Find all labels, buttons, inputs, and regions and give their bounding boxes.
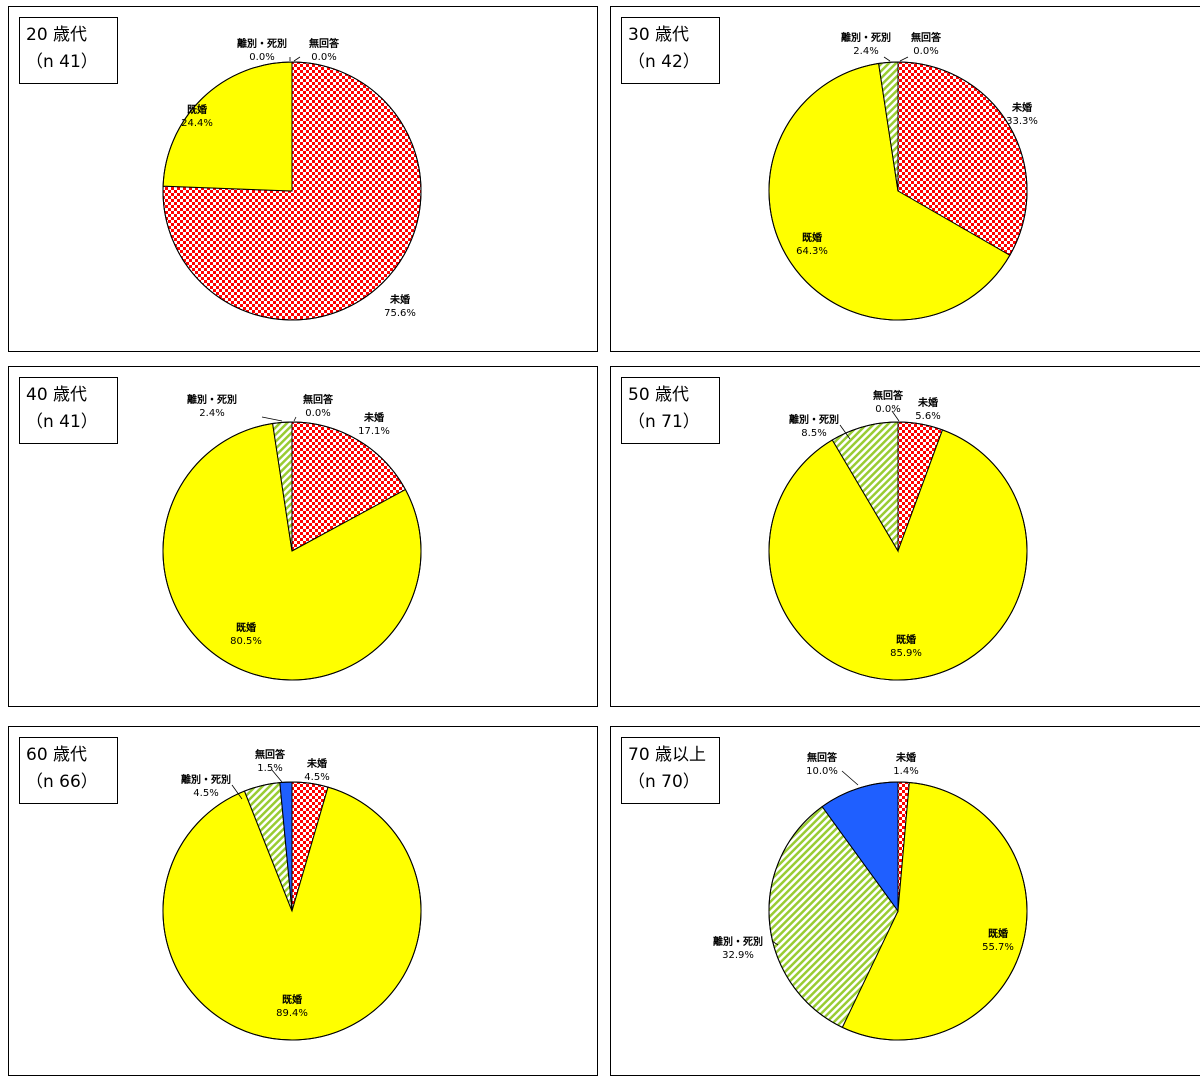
pie-outline <box>162 61 422 321</box>
leader-line <box>231 784 243 800</box>
leader-line <box>891 410 900 422</box>
pie-panel: 未婚 4.5% 既婚 89.4% 離別・死別 4.5% 無回答 1.5% 60 歳代 （n 66） <box>8 726 598 1076</box>
slice-category-label: 無回答 <box>911 31 942 44</box>
pie-chart: 未婚 1.4% 既婚 55.7% 離別・死別 32.9% 無回答 10.0% <box>713 751 1028 1041</box>
slice-category-label: 無回答 <box>873 389 904 402</box>
pie-chart: 未婚 75.6% 既婚 24.4% 離別・死別 0.0% 無回答 0.0% <box>162 37 422 321</box>
chart-title: 60 歳代 <box>26 745 88 765</box>
chart-sample-size: （n 41） <box>26 52 98 72</box>
slice-category-label: 未婚 <box>895 751 916 764</box>
slice-value-label: 0.0% <box>311 52 336 63</box>
slice-value-label: 5.6% <box>915 411 940 422</box>
slice-value-label: 75.6% <box>384 308 416 319</box>
slice-category-label: 離別・死別 <box>713 935 763 948</box>
slice-value-label: 80.5% <box>230 636 262 647</box>
slice-value-label: 0.0% <box>913 46 938 57</box>
slice-category-label: 離別・死別 <box>237 37 287 50</box>
chart-sample-size: （n 41） <box>26 412 98 432</box>
slice-value-label: 89.4% <box>276 1008 308 1019</box>
pie-outline <box>162 421 422 681</box>
pie-chart: 未婚 33.3% 既婚 64.3% 離別・死別 2.4% 無回答 0.0% <box>768 31 1038 321</box>
slice-value-label: 17.1% <box>358 426 390 437</box>
slice-category-label: 既婚 <box>282 993 302 1006</box>
slice-category-label: 離別・死別 <box>841 31 891 44</box>
pie-panel: 未婚 17.1% 既婚 80.5% 離別・死別 2.4% 無回答 0.0% 40 歳代 （n 41… <box>8 366 598 707</box>
leader-line <box>261 416 283 422</box>
pie-chart: 未婚 5.6% 既婚 85.9% 離別・死別 8.5% 無回答 0.0% <box>768 389 1028 681</box>
chart-title: 70 歳以上 <box>628 745 707 765</box>
chart-sample-size: （n 42） <box>628 52 700 72</box>
slice-category-label: 未婚 <box>389 293 410 306</box>
chart-title-box: 30 歳代 （n 42） <box>621 17 720 84</box>
chart-sample-size: （n 70） <box>628 772 700 792</box>
slice-category-label: 未婚 <box>363 411 384 424</box>
chart-title-box: 50 歳代 （n 71） <box>621 377 720 444</box>
slice-category-label: 既婚 <box>988 927 1008 940</box>
leader-line <box>883 56 891 62</box>
chart-title-box: 60 歳代 （n 66） <box>19 737 118 804</box>
slice-category-label: 未婚 <box>306 757 327 770</box>
leader-line <box>839 424 851 440</box>
chart-sample-size: （n 71） <box>628 412 700 432</box>
chart-title-box: 70 歳以上 （n 70） <box>621 737 720 804</box>
chart-title: 20 歳代 <box>26 25 88 45</box>
slice-value-label: 0.0% <box>249 52 274 63</box>
chart-title: 30 歳代 <box>628 25 690 45</box>
slice-value-label: 33.3% <box>1006 116 1038 127</box>
slice-category-label: 無回答 <box>303 393 334 406</box>
slice-value-label: 55.7% <box>982 942 1014 953</box>
slice-category-label: 未婚 <box>1011 101 1032 114</box>
pie-chart: 未婚 4.5% 既婚 89.4% 離別・死別 4.5% 無回答 1.5% <box>162 748 422 1041</box>
leader-line <box>293 416 297 422</box>
pie-panel: 未婚 33.3% 既婚 64.3% 離別・死別 2.4% 無回答 0.0% 30 歳代 （n 42… <box>610 6 1200 352</box>
slice-value-label: 4.5% <box>193 788 218 799</box>
pie-panel: 未婚 5.6% 既婚 85.9% 離別・死別 8.5% 無回答 0.0% 50 歳代 （n 71） <box>610 366 1200 707</box>
chart-sample-size: （n 66） <box>26 772 98 792</box>
slice-value-label: 2.4% <box>853 46 878 57</box>
slice-category-label: 無回答 <box>309 37 340 50</box>
chart-title: 50 歳代 <box>628 385 690 405</box>
pie-chart: 未婚 17.1% 既婚 80.5% 離別・死別 2.4% 無回答 0.0% <box>162 393 422 681</box>
chart-title-box: 40 歳代 （n 41） <box>19 377 118 444</box>
pie-outline <box>768 61 1028 321</box>
slice-value-label: 1.4% <box>893 766 918 777</box>
slice-category-label: 離別・死別 <box>187 393 237 406</box>
slice-value-label: 2.4% <box>199 408 224 419</box>
slice-value-label: 32.9% <box>722 950 754 961</box>
pie-outline <box>162 781 422 1041</box>
leader-line <box>293 56 301 62</box>
slice-category-label: 離別・死別 <box>789 413 839 426</box>
slice-value-label: 8.5% <box>801 428 826 439</box>
slice-category-label: 既婚 <box>802 231 822 244</box>
slice-value-label: 0.0% <box>875 404 900 415</box>
slice-value-label: 24.4% <box>181 118 213 129</box>
slice-value-label: 10.0% <box>806 766 838 777</box>
leader-line <box>899 56 909 62</box>
slice-category-label: 既婚 <box>896 633 916 646</box>
slice-category-label: 離別・死別 <box>181 773 231 786</box>
pie-panel: 未婚 1.4% 既婚 55.7% 離別・死別 32.9% 無回答 10.0% 70 歳以上 （n … <box>610 726 1200 1076</box>
slice-value-label: 1.5% <box>257 763 282 774</box>
slice-category-label: 既婚 <box>187 103 207 116</box>
pie-outline <box>768 421 1028 681</box>
slice-category-label: 無回答 <box>807 751 838 764</box>
chart-title: 40 歳代 <box>26 385 88 405</box>
slice-value-label: 0.0% <box>305 408 330 419</box>
slice-value-label: 64.3% <box>796 246 828 257</box>
slice-category-label: 未婚 <box>917 396 938 409</box>
leader-line <box>841 770 859 786</box>
pie-panel: 未婚 75.6% 既婚 24.4% 離別・死別 0.0% 無回答 0.0% 20 歳代 （n 41… <box>8 6 598 352</box>
chart-title-box: 20 歳代 （n 41） <box>19 17 118 84</box>
pie-outline <box>768 781 1028 1041</box>
leader-line <box>271 769 283 783</box>
leader-line <box>771 940 779 946</box>
slice-category-label: 無回答 <box>255 748 286 761</box>
slice-category-label: 既婚 <box>236 621 256 634</box>
slice-value-label: 85.9% <box>890 648 922 659</box>
slice-value-label: 4.5% <box>304 772 329 783</box>
